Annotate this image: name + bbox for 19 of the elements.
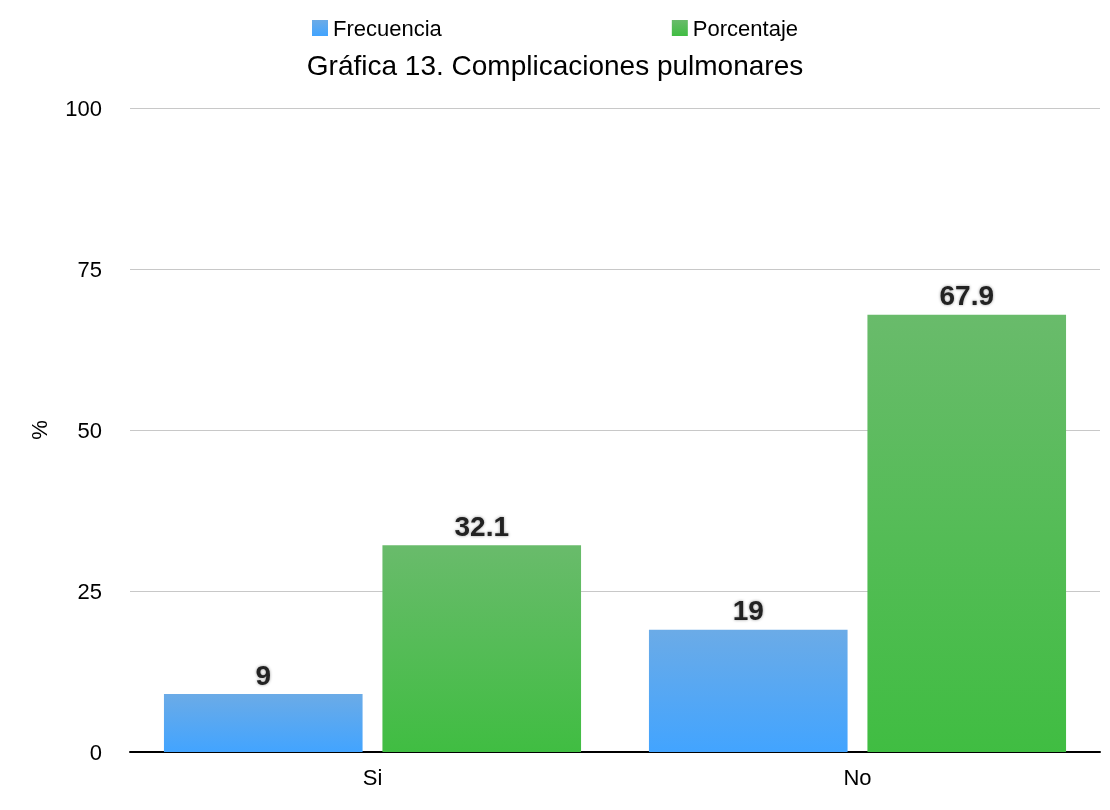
chart-title: Gráfica 13. Complicaciones pulmonares [306,49,804,81]
x-tick-label: No [843,764,872,790]
data-label: 19 [732,595,764,627]
bar [867,314,1067,752]
bar [163,694,363,752]
y-axis-title: % [26,420,52,440]
x-tick-label: Si [362,764,383,790]
data-label: 32.1 [454,510,509,542]
y-tick-label: 50 [77,417,102,443]
legend-label: Frecuencia [333,15,443,41]
data-label: 9 [255,659,272,691]
data-label: 67.9 [939,280,994,312]
bar [648,629,848,752]
y-tick-label: 0 [89,739,102,765]
bar [382,545,582,752]
legend-label: Porcentaje [692,15,799,41]
y-tick-label: 25 [77,578,102,604]
y-tick-label: 100 [65,95,102,121]
y-tick-label: 75 [77,256,102,282]
